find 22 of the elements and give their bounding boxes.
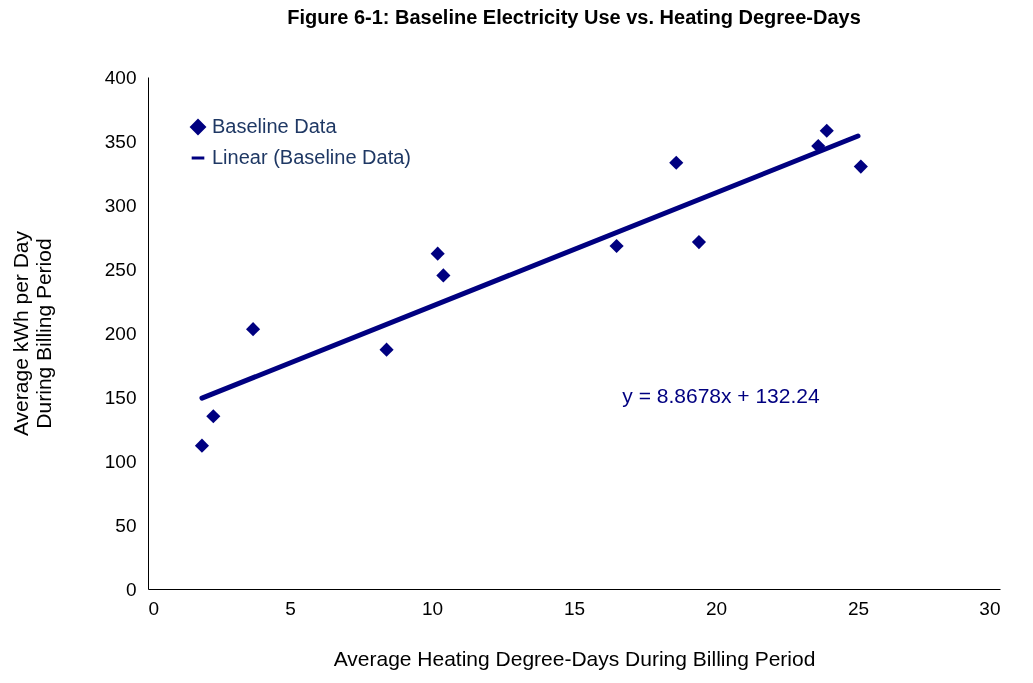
y-tick-label: 150 xyxy=(104,386,137,408)
y-tick-label: 200 xyxy=(104,322,137,344)
y-tick-label: 250 xyxy=(104,258,137,280)
y-tick-label: 300 xyxy=(104,194,137,216)
x-tick-label: 20 xyxy=(705,597,728,619)
x-tick-label: 5 xyxy=(285,597,296,619)
y-tick-label: 50 xyxy=(115,514,137,536)
x-tick-label: 25 xyxy=(847,597,870,619)
x-tick-label: 15 xyxy=(563,597,586,619)
y-axis-title: Average kWh per Day During Billing Period xyxy=(8,230,55,437)
legend-label: Baseline Data xyxy=(212,115,338,137)
x-tick-label: 10 xyxy=(421,597,444,619)
x-tick-label: 30 xyxy=(979,597,1001,619)
y-tick-label: 350 xyxy=(104,130,137,152)
x-axis-title: Average Heating Degree-Days During Billing Period xyxy=(333,646,816,670)
y-tick-label: 400 xyxy=(104,66,137,88)
x-tick-label: 0 xyxy=(148,597,160,619)
annotation: y = 8.8678x + 132.24 xyxy=(622,384,820,407)
y-tick-label: 100 xyxy=(104,450,137,472)
y-tick-label: 0 xyxy=(125,578,137,600)
chart-title: Figure 6-1: Baseline Electricity Use vs. Heating Degree-Days xyxy=(287,6,861,28)
legend-label: Linear (Baseline Data) xyxy=(212,146,411,168)
